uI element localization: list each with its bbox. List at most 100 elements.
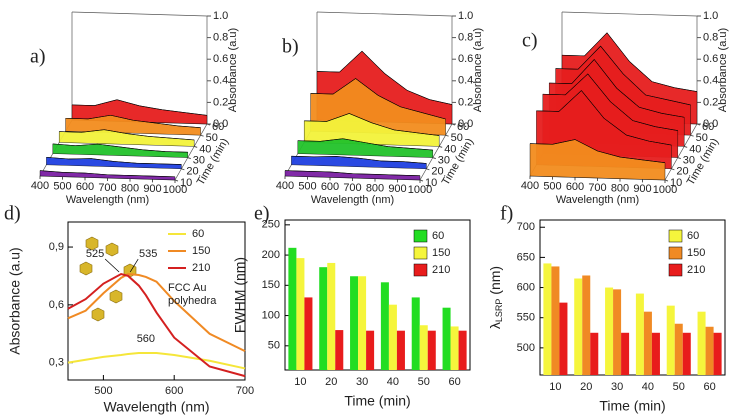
y-tick-label: 700 xyxy=(517,221,535,233)
z-tick-label: 10 xyxy=(425,177,437,189)
y-tick-label: 650 xyxy=(517,251,535,263)
legend-label: 60 xyxy=(432,230,444,242)
y-tick-label: 0.2 xyxy=(458,96,473,108)
bar xyxy=(651,332,660,375)
bar xyxy=(635,293,644,375)
y-tick-label: 150 xyxy=(262,279,280,291)
plot-frame xyxy=(67,221,246,381)
y-axis-label: FWHM (nm) xyxy=(232,257,248,333)
bar xyxy=(643,311,652,375)
series-line xyxy=(67,272,246,378)
bar xyxy=(666,305,675,375)
ribbon-line xyxy=(284,170,421,176)
y-tick-label: 0,9 xyxy=(49,241,64,253)
x-tick-label: 900 xyxy=(143,183,161,195)
bar xyxy=(427,330,436,370)
ribbon-line xyxy=(59,129,195,141)
bar xyxy=(388,304,397,370)
z-tick-label: 30 xyxy=(193,155,205,167)
z-tick xyxy=(690,134,694,137)
x-tick-label: 500 xyxy=(543,181,561,193)
ribbon-line xyxy=(46,156,182,165)
z-axis-line xyxy=(664,123,698,181)
z-tick-label: 50 xyxy=(206,132,218,144)
bar xyxy=(582,275,591,375)
z-tick xyxy=(671,168,675,171)
x-tick-label: 400 xyxy=(31,180,49,192)
x-tick-label: 30 xyxy=(611,381,623,393)
x-axis-label: Wavelength (nm) xyxy=(103,399,209,415)
y-tick-label: 0,6 xyxy=(49,299,64,311)
annotation-arrow xyxy=(104,258,120,273)
bar xyxy=(358,276,367,370)
x-tick-label: 600 xyxy=(566,181,584,193)
y-tick-label: 550 xyxy=(517,312,535,324)
x-tick-label: 800 xyxy=(121,183,139,195)
x-tick-label: 1000 xyxy=(653,184,677,196)
x-tick-label: 800 xyxy=(366,183,384,195)
z-tick xyxy=(684,145,688,148)
y-label-symbol: λ xyxy=(487,322,503,329)
x-tick-label: 600 xyxy=(76,181,94,193)
z-tick-label: 20 xyxy=(431,166,443,178)
panel-label: e) xyxy=(254,203,270,225)
ribbon-line xyxy=(297,138,433,151)
x-tick-label: 40 xyxy=(642,381,654,393)
legend-swatch xyxy=(668,263,683,277)
panel-label: a) xyxy=(30,46,46,68)
y-tick-label: 0.6 xyxy=(213,53,228,65)
bar xyxy=(697,311,706,375)
box-edge xyxy=(561,11,698,17)
ribbon-line xyxy=(39,170,176,178)
ribbon-line xyxy=(555,45,691,106)
z-tick xyxy=(194,145,198,148)
x-axis-label: Wavelength (nm) xyxy=(556,194,639,206)
x-tick-label: 700 xyxy=(588,182,606,194)
z-tick-label: 40 xyxy=(199,143,211,155)
y-tick-label: 0.0 xyxy=(458,118,473,130)
ribbon-line xyxy=(561,32,698,92)
y-label-subscript: LSRP xyxy=(494,299,504,323)
bar xyxy=(605,287,614,375)
bar xyxy=(674,323,683,375)
x-tick-label: 500 xyxy=(298,181,316,193)
z-tick-label: 60 xyxy=(457,121,469,133)
y-label-unit: (nm) xyxy=(487,266,503,299)
x-tick-label: 60 xyxy=(448,376,460,388)
legend-label: 210 xyxy=(687,264,705,276)
bar xyxy=(319,267,328,370)
z-tick-label: 20 xyxy=(186,166,198,178)
x-tick-label: 400 xyxy=(521,180,539,192)
x-tick-label: 20 xyxy=(325,376,337,388)
y-tick-label: 0.8 xyxy=(703,32,718,44)
bar xyxy=(559,302,568,375)
plot-frame xyxy=(284,219,471,371)
bar xyxy=(366,330,375,370)
legend-label: 60 xyxy=(687,230,699,242)
y-tick-label: 0.4 xyxy=(703,75,718,87)
annotation-arrow xyxy=(129,258,139,273)
ribbon-line xyxy=(310,78,446,120)
y-tick-label: 1.0 xyxy=(213,10,228,22)
x-tick-label: 30 xyxy=(356,376,368,388)
bar xyxy=(380,282,389,370)
bar xyxy=(288,247,297,370)
legend-swatch xyxy=(668,246,683,260)
ribbon-line xyxy=(316,50,453,105)
z-tick xyxy=(677,157,681,160)
x-tick-label: 900 xyxy=(388,183,406,195)
x-axis-label: Wavelength (nm) xyxy=(66,194,149,206)
x-axis-label: Time (min) xyxy=(344,393,410,409)
x-tick-label: 40 xyxy=(387,376,399,388)
z-tick xyxy=(187,157,191,160)
ribbon-fill xyxy=(52,143,189,158)
x-tick-label: 700 xyxy=(236,385,254,397)
bar xyxy=(419,325,428,370)
x-tick-label: 500 xyxy=(53,181,71,193)
bar xyxy=(458,330,467,370)
y-tick-label: 0,3 xyxy=(49,357,64,369)
z-tick xyxy=(200,134,204,137)
x-tick-label: 600 xyxy=(165,385,183,397)
y-tick-label: 50 xyxy=(268,340,280,352)
y-tick-label: 0.0 xyxy=(213,118,228,130)
